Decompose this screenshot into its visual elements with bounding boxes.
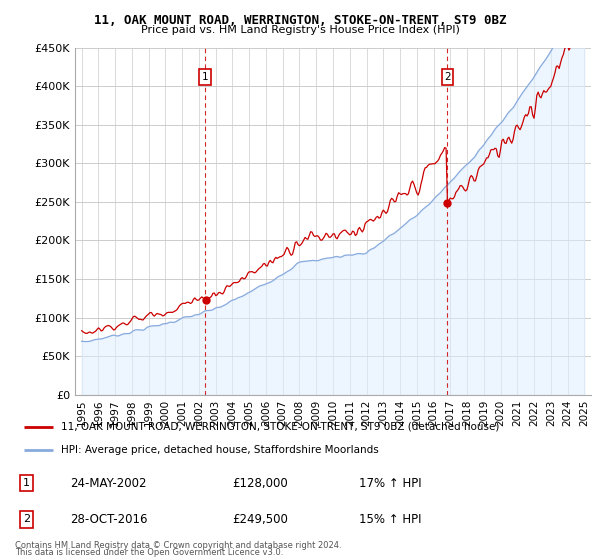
Text: 1: 1	[202, 72, 209, 82]
Text: £249,500: £249,500	[232, 513, 288, 526]
Text: 11, OAK MOUNT ROAD, WERRINGTON, STOKE-ON-TRENT, ST9 0BZ: 11, OAK MOUNT ROAD, WERRINGTON, STOKE-ON…	[94, 14, 506, 27]
Text: 24-MAY-2002: 24-MAY-2002	[70, 477, 146, 490]
Text: £128,000: £128,000	[232, 477, 288, 490]
Text: HPI: Average price, detached house, Staffordshire Moorlands: HPI: Average price, detached house, Staf…	[61, 445, 379, 455]
Text: Contains HM Land Registry data © Crown copyright and database right 2024.: Contains HM Land Registry data © Crown c…	[15, 541, 341, 550]
Text: Price paid vs. HM Land Registry's House Price Index (HPI): Price paid vs. HM Land Registry's House …	[140, 25, 460, 35]
Text: 28-OCT-2016: 28-OCT-2016	[70, 513, 148, 526]
Text: 2: 2	[23, 515, 30, 524]
Text: 1: 1	[23, 478, 30, 488]
Text: 2: 2	[444, 72, 451, 82]
Text: 15% ↑ HPI: 15% ↑ HPI	[359, 513, 422, 526]
Text: 17% ↑ HPI: 17% ↑ HPI	[359, 477, 422, 490]
Text: 11, OAK MOUNT ROAD, WERRINGTON, STOKE-ON-TRENT, ST9 0BZ (detached house): 11, OAK MOUNT ROAD, WERRINGTON, STOKE-ON…	[61, 422, 500, 432]
Text: This data is licensed under the Open Government Licence v3.0.: This data is licensed under the Open Gov…	[15, 548, 283, 557]
